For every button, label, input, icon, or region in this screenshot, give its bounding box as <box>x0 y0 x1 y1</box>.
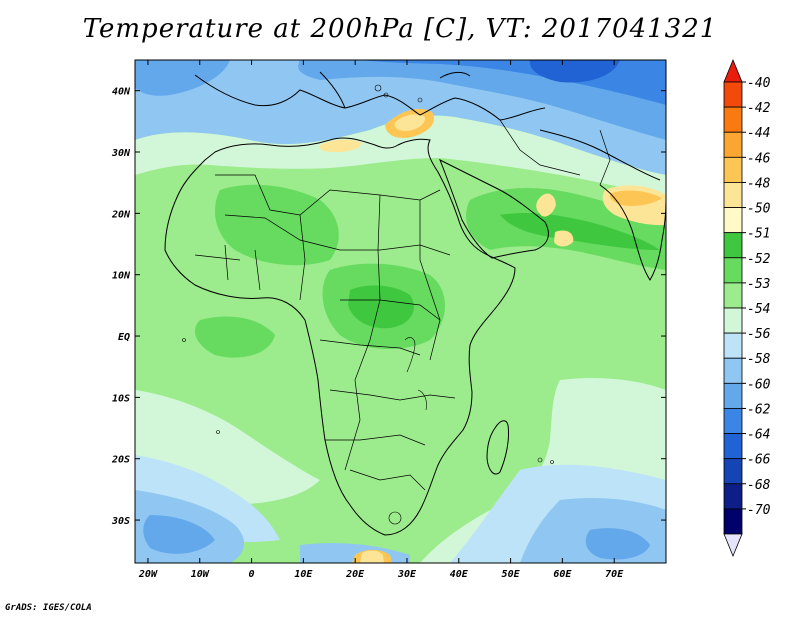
colorbar-swatch <box>723 106 743 133</box>
africa-coastline <box>164 137 516 536</box>
lat-label: 40N <box>112 87 131 98</box>
colorbar-swatch <box>723 131 743 158</box>
lon-label: 20E <box>345 569 365 580</box>
lon-label: 10E <box>294 569 313 580</box>
colorbar-swatch <box>723 357 743 384</box>
colorbar-swatch <box>723 232 743 259</box>
warm-patch-arabia <box>536 193 556 217</box>
colorbar-swatch <box>723 332 743 359</box>
lon-label: 20W <box>138 569 158 580</box>
colorbar-label: -62 <box>747 402 771 417</box>
colorbar-label: -48 <box>747 176 771 191</box>
colorbar-label: -64 <box>747 428 770 443</box>
colorbar-top-arrow <box>723 58 743 83</box>
lon-label: 50E <box>502 569 521 580</box>
lon-label: 60E <box>553 569 572 580</box>
colorbar-label: -52 <box>747 252 771 267</box>
india-coastline <box>599 184 666 281</box>
colorbar-swatch <box>723 282 743 309</box>
colorbar-swatch <box>723 458 743 485</box>
colorbar-swatch <box>723 382 743 409</box>
lon-label: 40E <box>450 569 469 580</box>
colorbar-swatch <box>723 408 743 434</box>
colorbar-swatch <box>723 508 743 535</box>
colorbar-label: -40 <box>747 76 771 91</box>
colorbar-label: -68 <box>747 478 771 493</box>
arabian-peninsula <box>439 158 549 259</box>
lat-label: 10S <box>112 393 130 404</box>
colorbar-bottom-arrow <box>723 533 743 558</box>
colorbar-label: -56 <box>747 327 771 342</box>
colorbar-label: -46 <box>747 151 771 166</box>
footer-credit: GrADS: IGES/COLA <box>5 603 92 613</box>
lat-label: 30S <box>111 516 130 527</box>
colorbar-label: -70 <box>747 503 771 518</box>
lon-label: 70E <box>605 569 624 580</box>
madagascar <box>486 420 509 475</box>
colorbar-label: -54 <box>747 302 770 317</box>
lat-label: 30N <box>111 148 131 159</box>
colorbar: -40 -42 -44 -46 -48 -50 -51 -52 -53 -54 -56 -58 -60 -… <box>723 58 771 558</box>
colorbar-label: -50 <box>747 202 771 217</box>
colorbar-label: -51 <box>747 227 770 242</box>
colorbar-label: -60 <box>747 377 771 392</box>
country-borders <box>194 119 611 491</box>
colorbar-swatch <box>723 257 743 284</box>
lat-label: 20S <box>111 455 130 466</box>
longitude-labels: 20W 10W 0 10E 20E 30E 40E 50E 60E 70E <box>138 569 624 580</box>
latitude-labels: 40N 30N 20N 10N EQ 10S 20S 30S <box>111 87 131 527</box>
lon-label: 0 <box>249 569 255 580</box>
colorbar-label: -42 <box>747 101 771 116</box>
colorbar-label: -44 <box>747 126 770 141</box>
lon-label: 10W <box>191 569 210 580</box>
colorbar-swatch <box>723 483 743 510</box>
lat-label: EQ <box>118 332 130 343</box>
lat-label: 10N <box>112 271 131 282</box>
plot-frame <box>134 59 667 564</box>
coastlines <box>164 71 666 536</box>
colorbar-label: -58 <box>747 352 771 367</box>
colorbar-swatch <box>723 182 743 208</box>
colorbar-label: -53 <box>747 277 770 292</box>
colorbar-swatch <box>723 307 743 334</box>
colorbar-swatch <box>723 433 743 460</box>
colorbar-label: -66 <box>747 453 771 468</box>
map-title: Temperature at 200hPa [C], VT: 201704132… <box>82 14 718 44</box>
lon-label: 30E <box>397 569 417 580</box>
axis-ticks <box>135 60 666 563</box>
islands <box>182 84 554 525</box>
colorbar-swatch <box>723 156 743 183</box>
colorbar-swatch <box>723 207 743 234</box>
temperature-field <box>135 60 666 563</box>
colorbar-swatch <box>723 81 743 108</box>
lat-label: 20N <box>111 209 131 220</box>
europe-coastline <box>194 74 546 121</box>
